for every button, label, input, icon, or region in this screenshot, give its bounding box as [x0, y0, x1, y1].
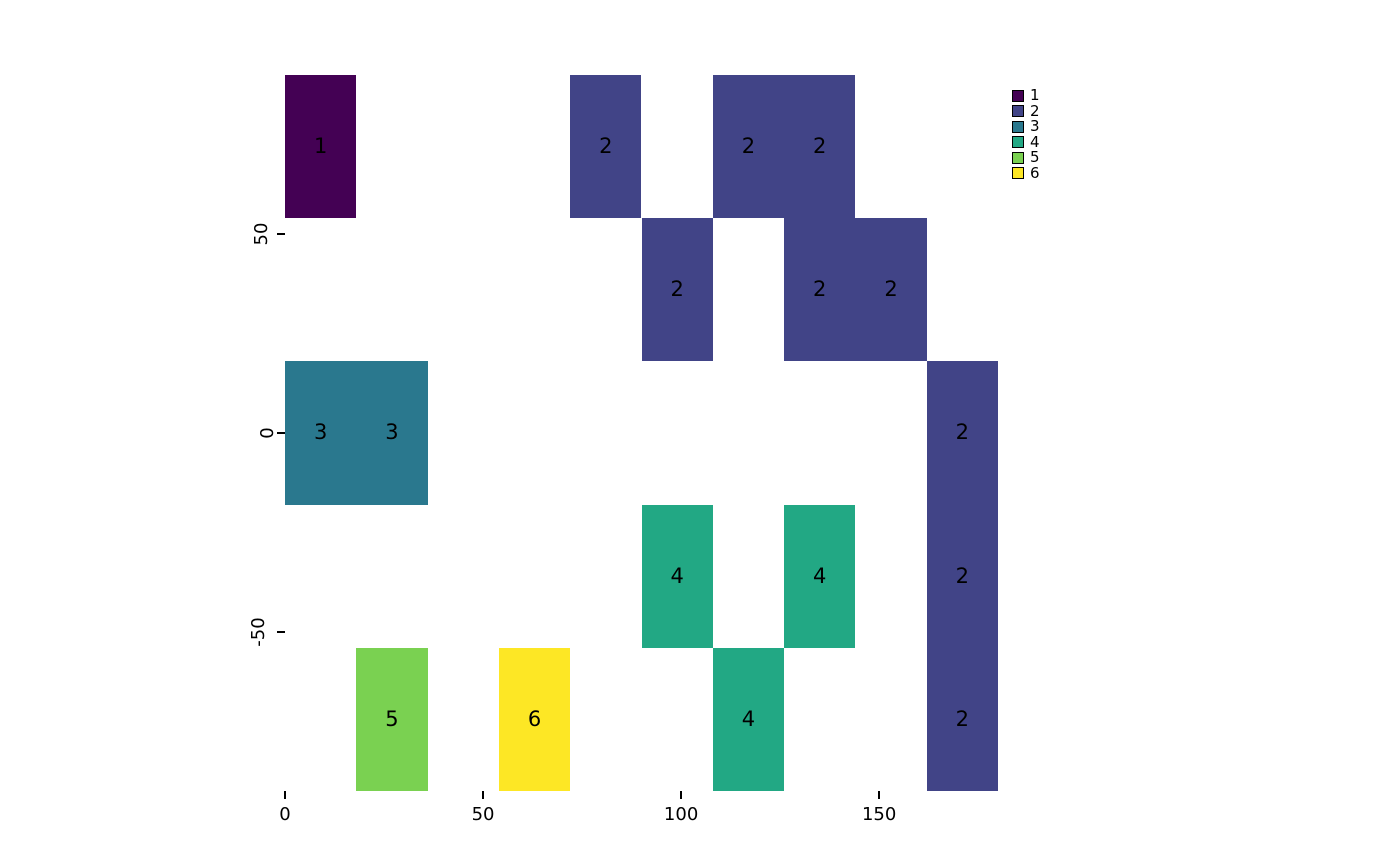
cell-value-label: 2 — [670, 277, 684, 302]
cell-value-label: 3 — [313, 420, 328, 445]
heatmap-cell: 3 — [285, 361, 357, 505]
heatmap-cell: 2 — [926, 504, 998, 648]
y-axis-tick-label: 0 — [256, 427, 278, 439]
heatmap-cell: 5 — [356, 647, 428, 791]
x-axis-tick-label: 100 — [663, 804, 699, 825]
cell-value-label: 2 — [884, 277, 898, 302]
heatmap-cell: 6 — [498, 647, 571, 791]
legend-label: 5 — [1030, 148, 1040, 167]
legend-item: 3 — [1012, 119, 1040, 135]
legend-item: 2 — [1012, 101, 1040, 120]
heatmap-cell: 2 — [641, 218, 713, 362]
heatmap-cell: 2 — [784, 218, 856, 362]
heatmap-cell: 4 — [712, 647, 785, 791]
heatmap-cell: 2 — [570, 75, 642, 219]
cell-value-label: 4 — [670, 563, 684, 588]
heatmap-cell: 3 — [356, 361, 428, 505]
legend-label: 2 — [1030, 101, 1040, 120]
heatmap-cell: 4 — [784, 504, 856, 648]
legend-item: 1 — [1012, 88, 1040, 104]
cell-value-label: 2 — [813, 134, 827, 159]
x-axis-tick-mark — [878, 791, 881, 799]
x-axis-tick-label: 50 — [471, 804, 495, 825]
cell-value-label: 6 — [527, 706, 542, 731]
legend-swatch — [1012, 120, 1024, 133]
legend-label: 1 — [1030, 86, 1040, 105]
heatmap-cell: 2 — [784, 75, 856, 219]
cell-value-label: 2 — [813, 277, 827, 302]
cell-value-label: 2 — [741, 134, 756, 159]
x-axis-tick-label: 150 — [861, 804, 897, 825]
cell-value-label: 1 — [313, 134, 328, 159]
cell-value-label: 4 — [741, 706, 756, 731]
legend-item: 4 — [1012, 132, 1040, 151]
legend-item: 5 — [1012, 150, 1040, 166]
legend-item: 6 — [1012, 163, 1040, 182]
legend-label: 6 — [1030, 163, 1040, 182]
legend-label: 3 — [1030, 117, 1040, 136]
cell-value-label: 3 — [385, 420, 399, 445]
heatmap-cell: 2 — [926, 361, 998, 505]
legend-swatch — [1012, 89, 1024, 102]
legend-swatch — [1012, 105, 1024, 118]
y-axis-tick-mark — [277, 432, 285, 434]
legend-label: 4 — [1030, 132, 1040, 151]
x-axis-tick-label: 0 — [279, 804, 291, 825]
heatmap-cell: 2 — [926, 647, 998, 791]
cell-value-label: 4 — [813, 563, 827, 588]
heatmap-cell: 2 — [712, 75, 785, 219]
cell-value-label: 2 — [955, 706, 970, 731]
legend-swatch — [1012, 136, 1024, 149]
legend-swatch — [1012, 151, 1024, 164]
cell-value-label: 2 — [955, 563, 970, 588]
y-axis-tick-label: -50 — [247, 617, 269, 647]
cell-value-label: 2 — [955, 420, 970, 445]
x-axis-tick-mark — [482, 791, 485, 799]
y-axis-tick-mark — [277, 630, 285, 633]
y-axis-tick-label: 50 — [251, 222, 273, 246]
heatmap-cell: 2 — [855, 218, 927, 362]
legend-swatch — [1012, 167, 1024, 180]
plot-area: 1 2 2 2 2 2 2 3 3 2 4 4 2 5 6 4 2 0 50 100 150 50 0 -50 — [248, 75, 998, 825]
cell-value-label: 2 — [599, 134, 613, 159]
cell-value-label: 5 — [385, 706, 399, 731]
x-axis-tick-mark — [680, 791, 683, 799]
heatmap-cell: 4 — [641, 504, 713, 648]
heatmap-cell: 1 — [285, 75, 357, 219]
x-axis-tick-mark — [284, 791, 286, 799]
y-axis-tick-mark — [277, 233, 285, 236]
